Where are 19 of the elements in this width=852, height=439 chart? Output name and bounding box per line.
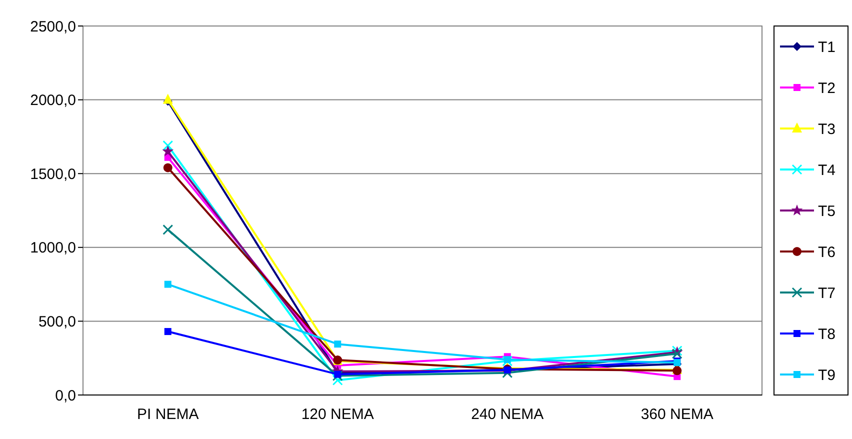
legend-label: T6	[818, 244, 836, 261]
y-tick-label: 2000,0	[30, 92, 76, 110]
legend-label: T2	[818, 80, 836, 97]
y-tick-label: 0,0	[55, 387, 76, 404]
y-tick-label: 1000,0	[30, 240, 76, 257]
legend-label: T4	[818, 162, 836, 179]
legend-label: T5	[818, 202, 836, 220]
legend-label: T1	[818, 38, 836, 56]
legend-label: T7	[818, 284, 836, 302]
x-tick-label: 240 NEMA	[471, 406, 544, 423]
y-tick-label: 2500,0	[30, 18, 76, 36]
x-tick-label: 360 NEMA	[640, 406, 714, 423]
y-tick-label: 1500,0	[30, 166, 76, 183]
y-tick-label: 500,0	[38, 313, 76, 330]
x-tick-label: 120 NEMA	[301, 406, 374, 423]
x-tick-label: PI NEMA	[137, 406, 199, 423]
legend-label: T8	[818, 326, 836, 343]
legend-label: T9	[818, 366, 836, 384]
legend-label: T3	[818, 120, 836, 138]
